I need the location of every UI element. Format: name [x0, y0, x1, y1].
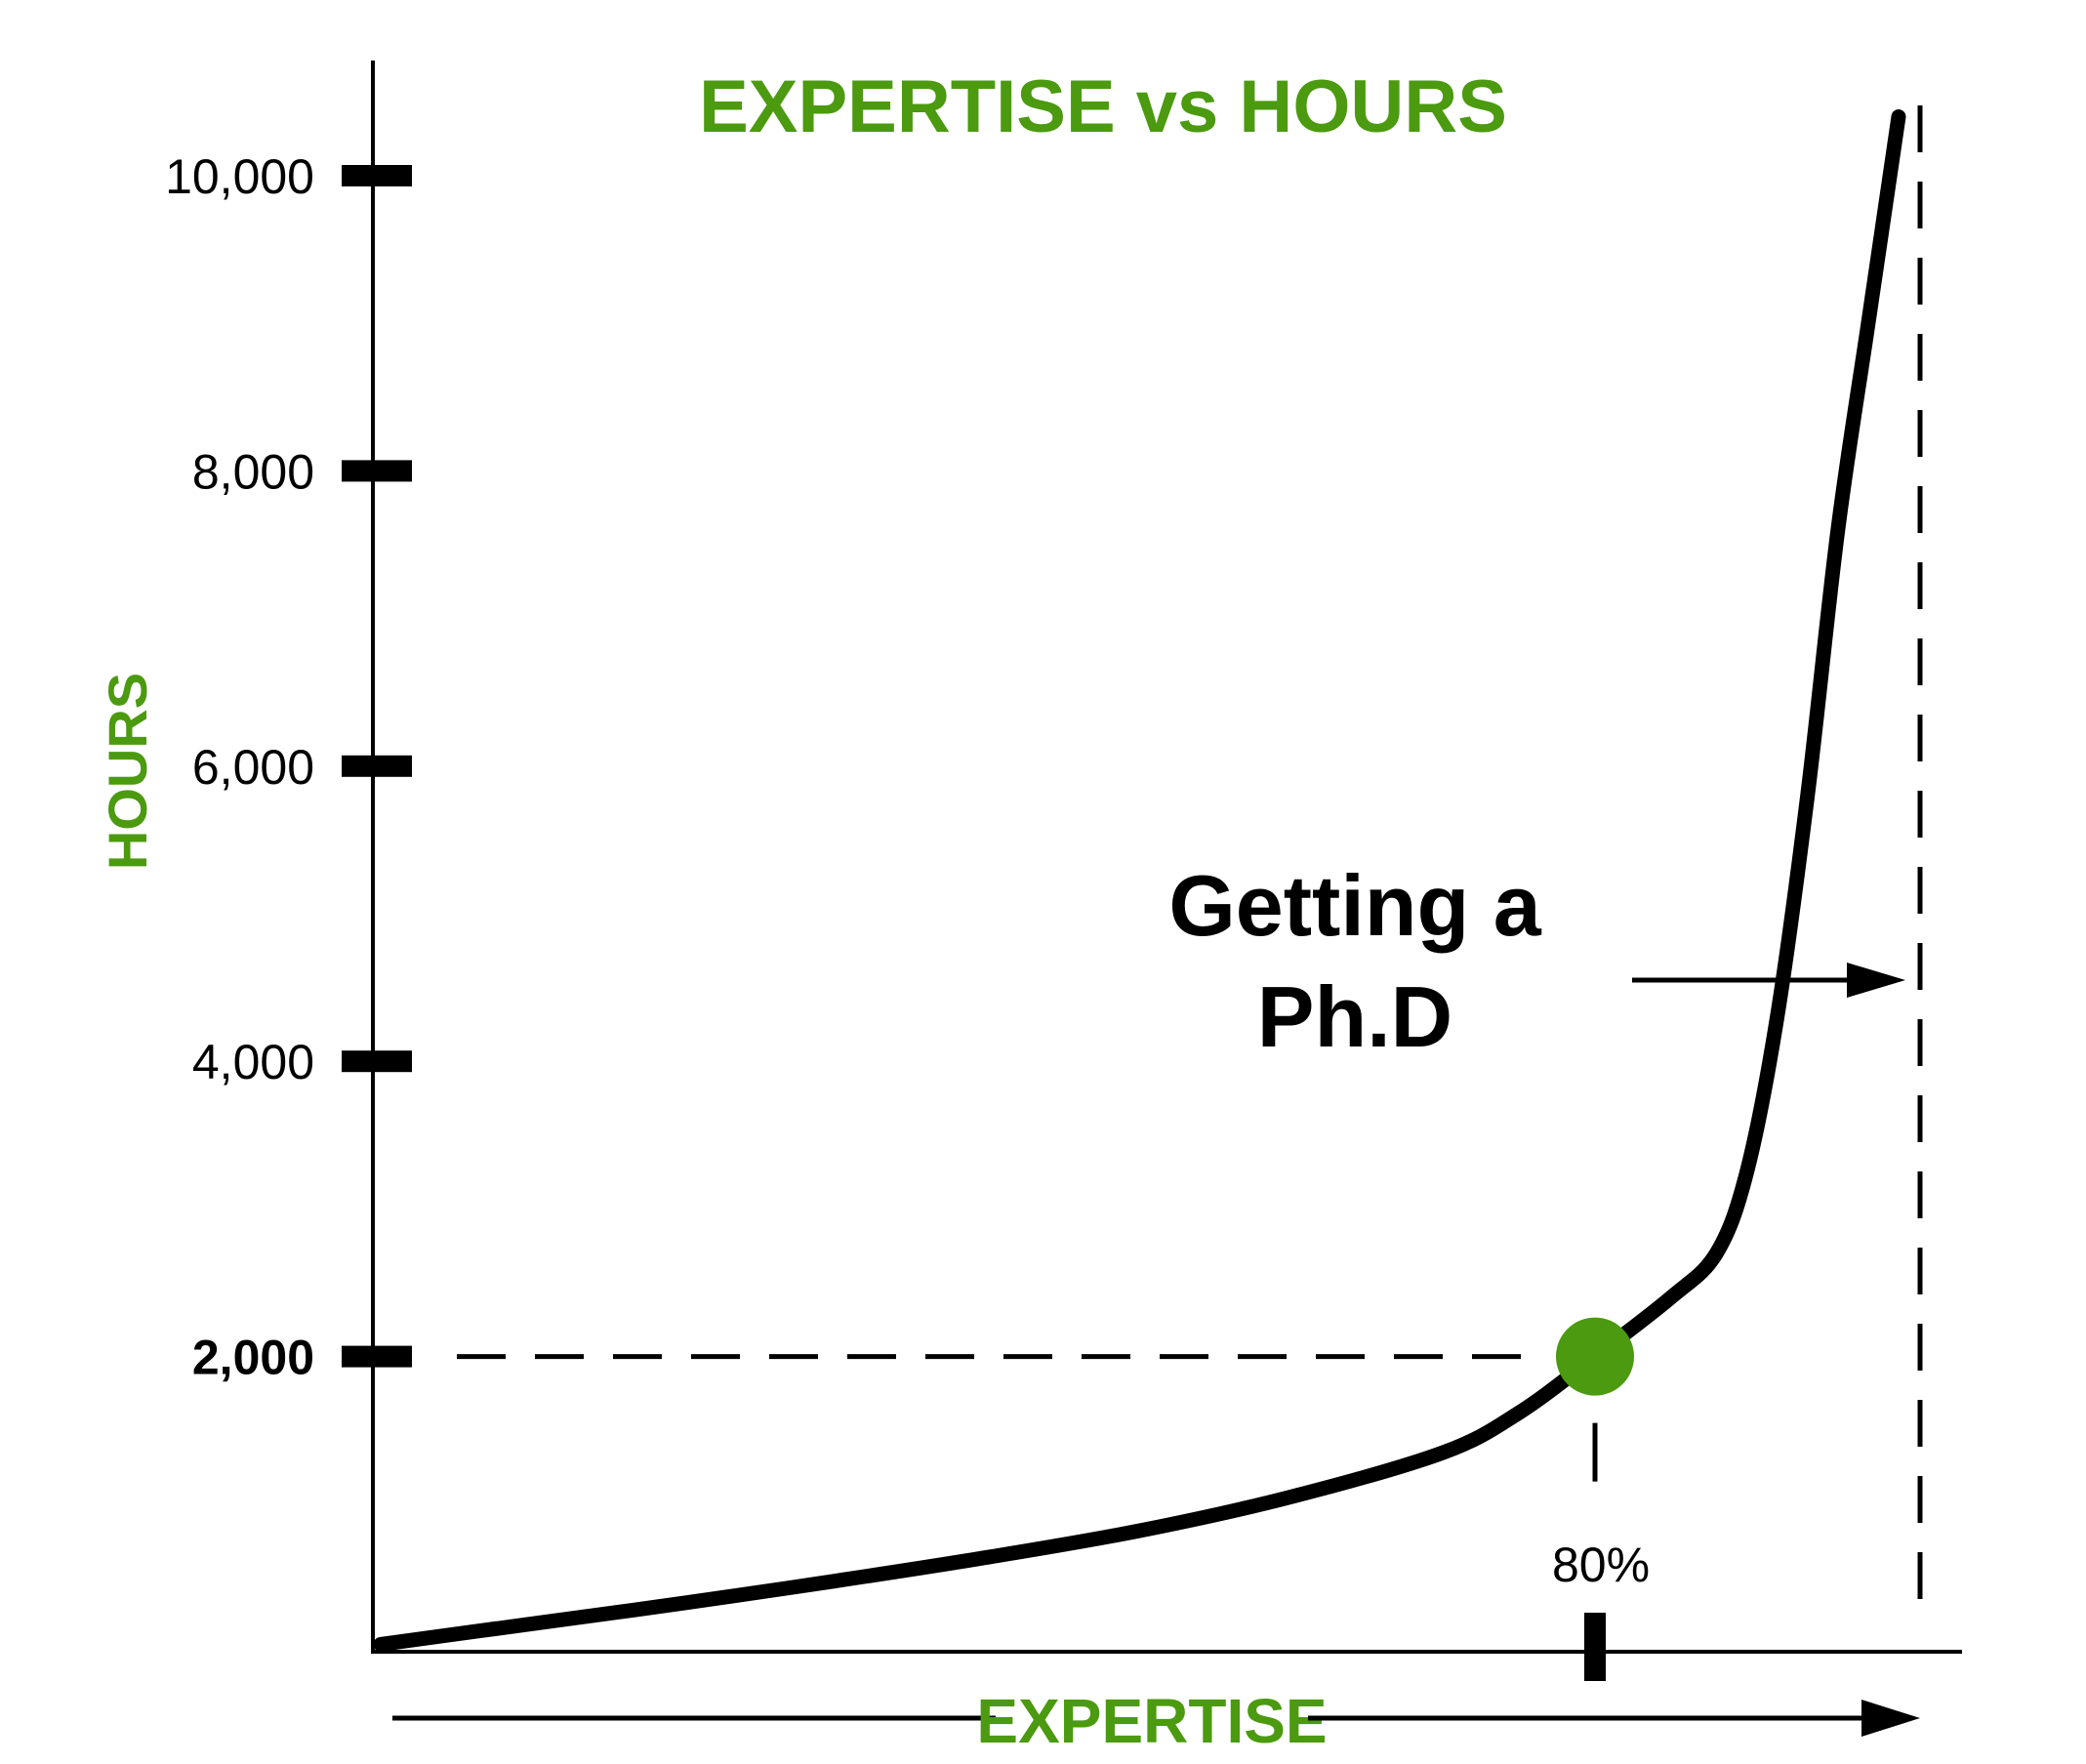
y-tick-label: 6,000	[192, 740, 314, 795]
y-tick-label: 2,000	[192, 1331, 314, 1385]
x-axis-arrow-head	[1861, 1700, 1920, 1737]
y-tick-label: 10,000	[165, 149, 314, 204]
y-tick-mark	[342, 1345, 412, 1368]
annotation-arrow-head	[1847, 963, 1905, 998]
y-axis-label: HOURS	[97, 673, 158, 870]
annotation-line-2: Ph.D	[1257, 968, 1452, 1065]
y-ticks: 2,000 4,000 6,000 8,000 10,000	[165, 149, 412, 1385]
x-marker-label: 80%	[1552, 1538, 1650, 1592]
series-line	[373, 109, 1906, 1652]
y-tick-mark	[342, 165, 412, 186]
x-marker-tick	[1584, 1613, 1606, 1681]
x-axis-label: EXPERTISE	[976, 1686, 1327, 1756]
y-tick-mark	[342, 460, 412, 482]
y-tick-mark	[342, 755, 412, 777]
y-tick-label: 8,000	[192, 444, 314, 499]
annotation-line-1: Getting a	[1168, 857, 1541, 954]
highlight-point	[1556, 1317, 1634, 1396]
y-tick-label: 4,000	[192, 1035, 314, 1089]
chart-title: EXPERTISE vs HOURS	[699, 65, 1507, 148]
y-tick-mark	[342, 1050, 412, 1073]
